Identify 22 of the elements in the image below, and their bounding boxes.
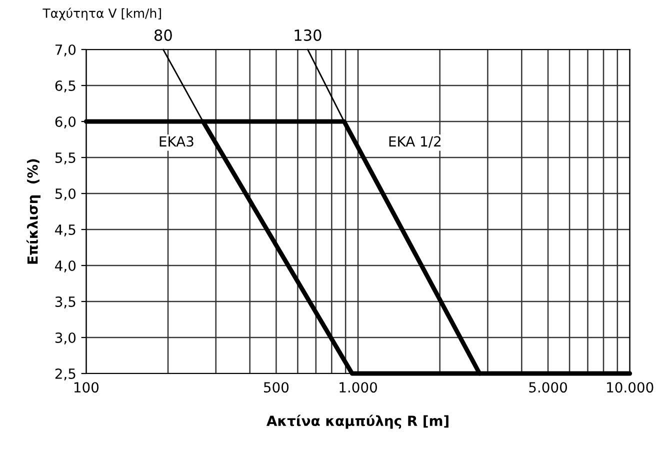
x-tick-label: 500 xyxy=(264,382,289,393)
x-tick-label: 10.000 xyxy=(607,382,654,393)
annotation: 80 xyxy=(154,29,172,41)
x-tick-label: 100 xyxy=(74,382,99,393)
x-tick-label: 5.000 xyxy=(529,382,567,393)
y-tick-label: 7,0 xyxy=(56,44,76,56)
y-tick-label: 2,5 xyxy=(55,368,76,380)
y-tick-label: 3,0 xyxy=(55,332,76,344)
series-label: EKA 1/2 xyxy=(389,136,441,148)
y-tick-label: 5,0 xyxy=(55,188,76,200)
x-tick-label: 1.000 xyxy=(340,382,377,393)
y-tick-label: 6,0 xyxy=(55,116,76,128)
y-axis-title: Επίκλιση (%) xyxy=(26,159,40,264)
series-label: EKA3 xyxy=(160,136,194,147)
text: Ταχύτητα V [km/h] xyxy=(42,8,161,20)
annotation: 130 xyxy=(294,29,322,41)
y-tick-label: 5,5 xyxy=(55,152,76,164)
y-tick-label: 4,5 xyxy=(55,224,76,236)
y-tick-label: 6,5 xyxy=(55,80,76,92)
y-tick-label: 3,5 xyxy=(55,296,76,308)
y-tick-label: 4,0 xyxy=(55,260,76,272)
x-axis-title: Ακτίνα καμπύλης R [m] xyxy=(266,414,448,429)
